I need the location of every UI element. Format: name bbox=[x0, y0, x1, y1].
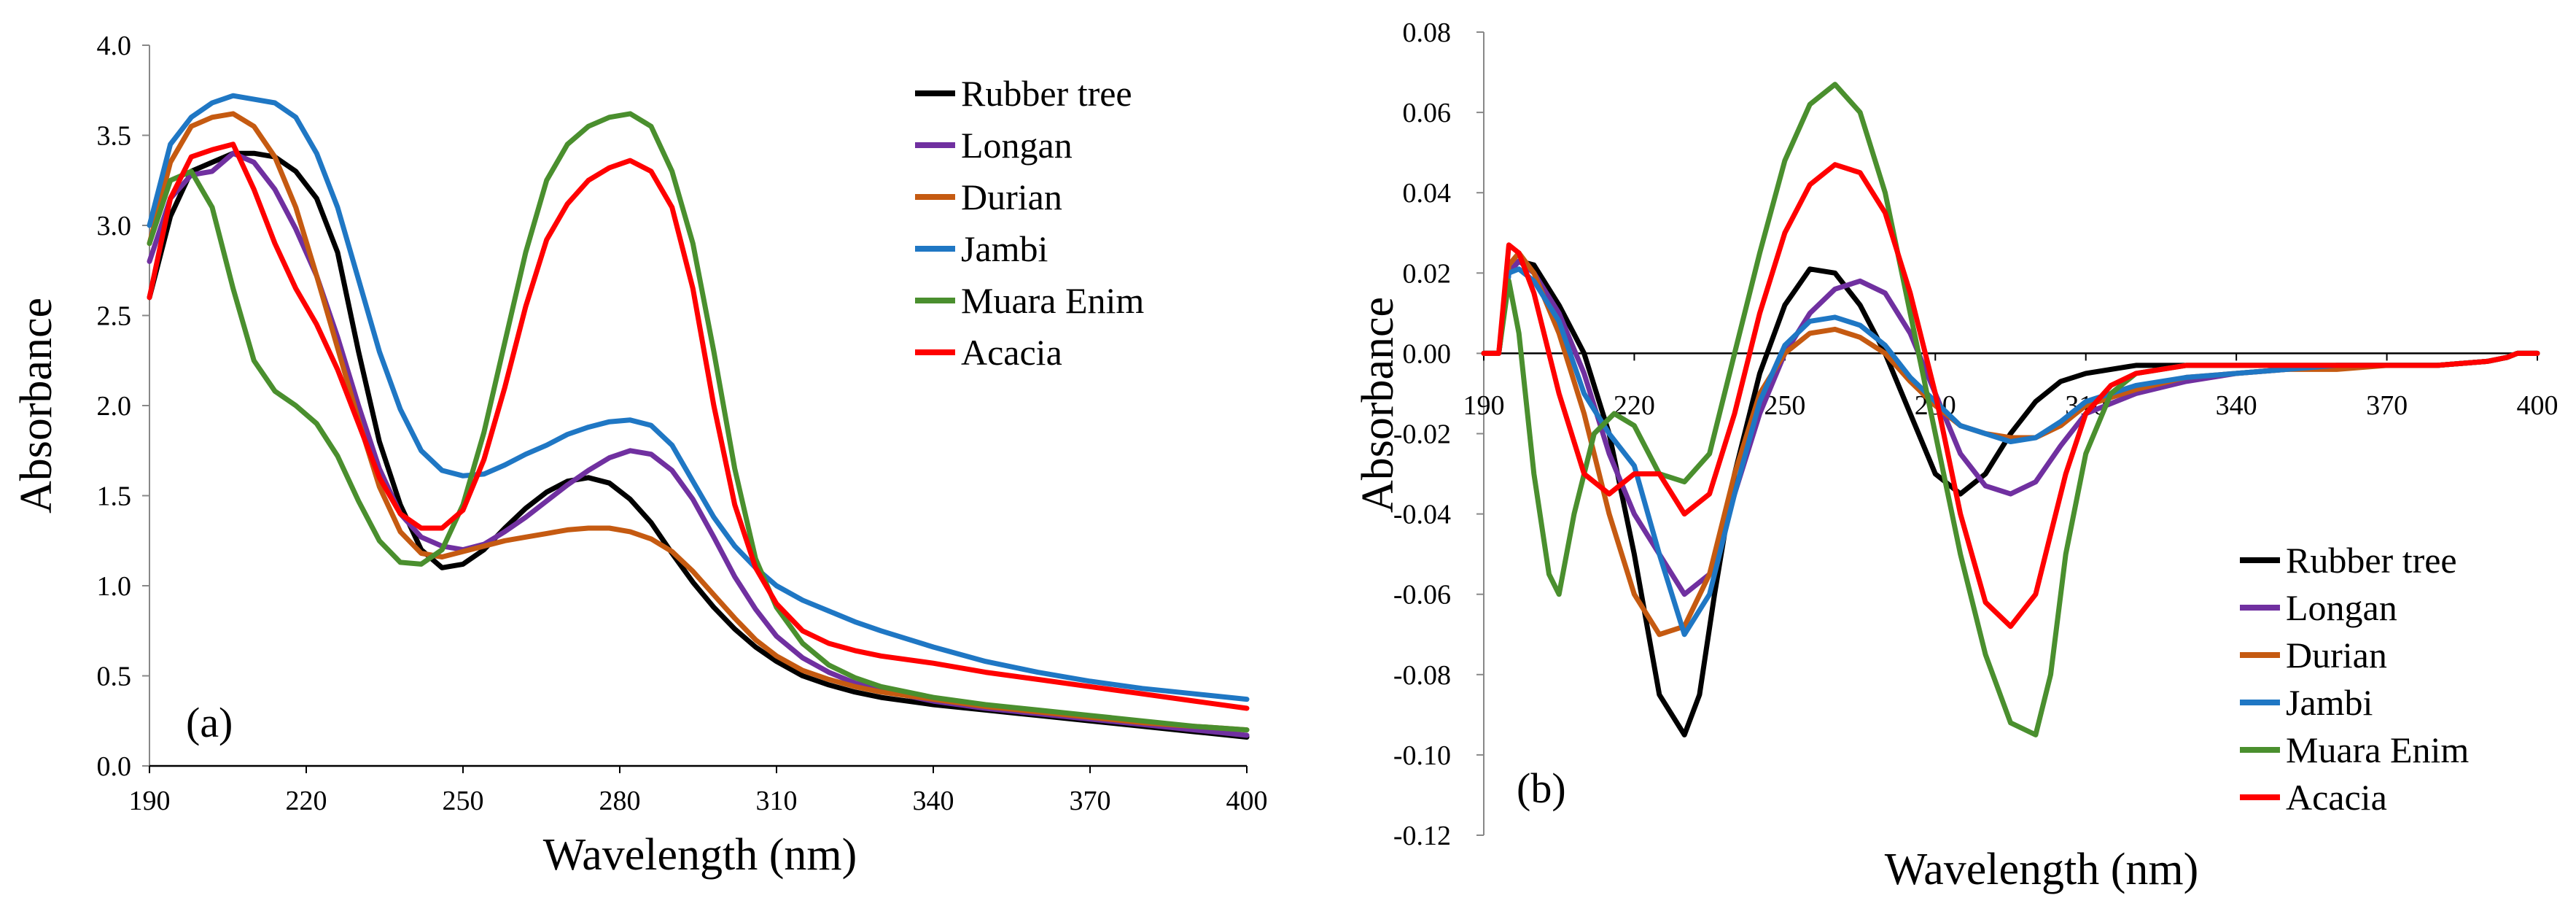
y-tick-label: -0.12 bbox=[1393, 821, 1451, 851]
y-tick-label: -0.10 bbox=[1393, 740, 1451, 771]
y-tick-label: -0.04 bbox=[1393, 500, 1451, 530]
x-tick-label: 370 bbox=[2366, 390, 2408, 421]
y-tick-label: 3.0 bbox=[97, 211, 132, 241]
series-line-muara-enim bbox=[147, 111, 1250, 733]
legend-label: Jambi bbox=[961, 228, 1048, 269]
y-tick-label: 0.00 bbox=[1403, 338, 1452, 369]
legend-label: Durian bbox=[961, 177, 1062, 217]
y-tick-label: 0.06 bbox=[1403, 98, 1452, 128]
y-tick-label: 0.04 bbox=[1403, 178, 1452, 209]
chart-panel-b: -0.12 -0.10 -0.08 -0.06 -0.04 -0.02 0.00 0.02 0.… bbox=[1353, 18, 2559, 894]
legend-label: Acacia bbox=[2286, 777, 2387, 818]
y-tick-label: 1.5 bbox=[97, 481, 132, 512]
y-axis-title: Absorbance bbox=[12, 298, 61, 514]
y-tick-label: 0.0 bbox=[97, 751, 132, 782]
y-tick-label: 0.5 bbox=[97, 662, 132, 692]
panel-label: (b) bbox=[1517, 764, 1566, 812]
legend-label: Longan bbox=[2286, 587, 2397, 628]
series-line-jambi bbox=[147, 93, 1250, 702]
series-line-acacia bbox=[1481, 162, 2540, 630]
legend-label: Jambi bbox=[2286, 682, 2373, 723]
x-tick-label: 250 bbox=[1764, 390, 1805, 421]
series-line-longan bbox=[147, 150, 1250, 738]
y-tick-label: 3.5 bbox=[97, 121, 132, 152]
x-tick-label: 370 bbox=[1070, 786, 1111, 816]
x-tick-label: 280 bbox=[599, 786, 641, 816]
x-tick-label: 310 bbox=[756, 786, 798, 816]
series-line-durian bbox=[147, 111, 1250, 733]
legend-label: Rubber tree bbox=[2286, 540, 2457, 581]
y-tick-label: 0.08 bbox=[1403, 18, 1452, 48]
panel-label: (a) bbox=[186, 699, 233, 746]
x-tick-label: 400 bbox=[2517, 390, 2559, 421]
y-tick-label: 1.0 bbox=[97, 571, 132, 602]
legend-label: Rubber tree bbox=[961, 73, 1132, 114]
legend-label: Longan bbox=[961, 125, 1073, 166]
y-tick-label: 4.0 bbox=[97, 31, 132, 61]
x-tick-label: 340 bbox=[913, 786, 954, 816]
legend-label: Acacia bbox=[961, 332, 1062, 373]
x-tick-label: 220 bbox=[286, 786, 327, 816]
legend-label: Durian bbox=[2286, 635, 2387, 675]
y-tick-label: 0.02 bbox=[1403, 258, 1452, 289]
legend-label: Muara Enim bbox=[2286, 729, 2469, 770]
x-tick-label: 190 bbox=[1463, 390, 1505, 421]
x-axis-title: Wavelength (nm) bbox=[1885, 845, 2199, 894]
y-axis-title: Absorbance bbox=[1353, 297, 1403, 513]
x-tick-label: 340 bbox=[2216, 390, 2257, 421]
y-tick-label: -0.08 bbox=[1393, 660, 1451, 691]
legend-label: Muara Enim bbox=[961, 280, 1144, 321]
y-tick-label: -0.06 bbox=[1393, 580, 1451, 611]
y-tick-label: 2.0 bbox=[97, 391, 132, 422]
series-line-rubber-tree bbox=[147, 150, 1250, 740]
y-tick-label: -0.02 bbox=[1393, 419, 1451, 450]
x-tick-label: 250 bbox=[443, 786, 484, 816]
x-tick-label: 190 bbox=[129, 786, 171, 816]
x-tick-label: 400 bbox=[1226, 786, 1268, 816]
series-line-acacia bbox=[147, 142, 1250, 711]
series-line-durian bbox=[1481, 250, 2540, 638]
x-axis-title: Wavelength (nm) bbox=[543, 830, 857, 880]
y-tick-label: 2.5 bbox=[97, 301, 132, 332]
chart-panel-a: 0.0 0.5 1.0 1.5 2.0 2.5 3.0 3.5 4.0 190 220 250 280 3… bbox=[12, 31, 1268, 880]
